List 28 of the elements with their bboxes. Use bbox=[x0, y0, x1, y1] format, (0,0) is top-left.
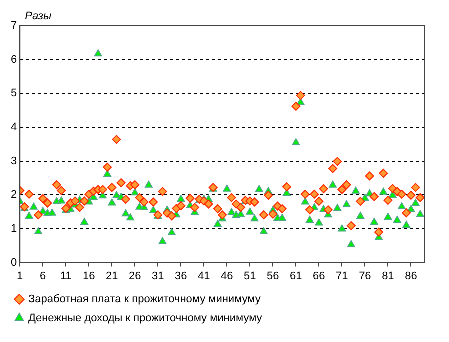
x-tick-label: 31 bbox=[152, 270, 164, 282]
y-tick-label: 5 bbox=[10, 88, 18, 100]
y-tick-label: 7 bbox=[10, 20, 18, 32]
y-tick-label: 3 bbox=[10, 155, 18, 168]
y-tick-label: 2 bbox=[10, 189, 18, 202]
x-tick-label: 16 bbox=[83, 270, 96, 282]
legend-label: Заработная плата к прожиточному минимуму bbox=[28, 294, 262, 306]
x-tick-label: 11 bbox=[60, 270, 72, 282]
x-tick-label: 6 bbox=[40, 270, 46, 282]
x-tick-label: 51 bbox=[244, 270, 256, 282]
x-tick-label: 41 bbox=[198, 270, 210, 282]
y-tick-label: 0 bbox=[10, 256, 18, 269]
x-tick-label: 21 bbox=[106, 270, 118, 282]
x-tick-label: 81 bbox=[382, 270, 394, 282]
y-axis-title: Разы bbox=[25, 10, 52, 23]
x-tick-label: 66 bbox=[313, 270, 326, 282]
legend-label: Денежные доходы к прожиточному минимуму bbox=[28, 312, 263, 325]
y-tick-label: 1 bbox=[10, 223, 18, 236]
y-tick-label: 6 bbox=[10, 54, 18, 66]
x-tick-label: 26 bbox=[129, 270, 142, 282]
x-tick-label: 56 bbox=[267, 270, 280, 282]
y-tick-label: 4 bbox=[10, 122, 18, 134]
x-tick-label: 76 bbox=[359, 270, 372, 282]
x-tick-label: 71 bbox=[336, 270, 348, 282]
x-tick-label: 86 bbox=[405, 270, 418, 282]
x-tick-label: 46 bbox=[221, 270, 234, 282]
x-tick-label: 61 bbox=[290, 270, 302, 282]
x-tick-label: 36 bbox=[175, 270, 188, 282]
